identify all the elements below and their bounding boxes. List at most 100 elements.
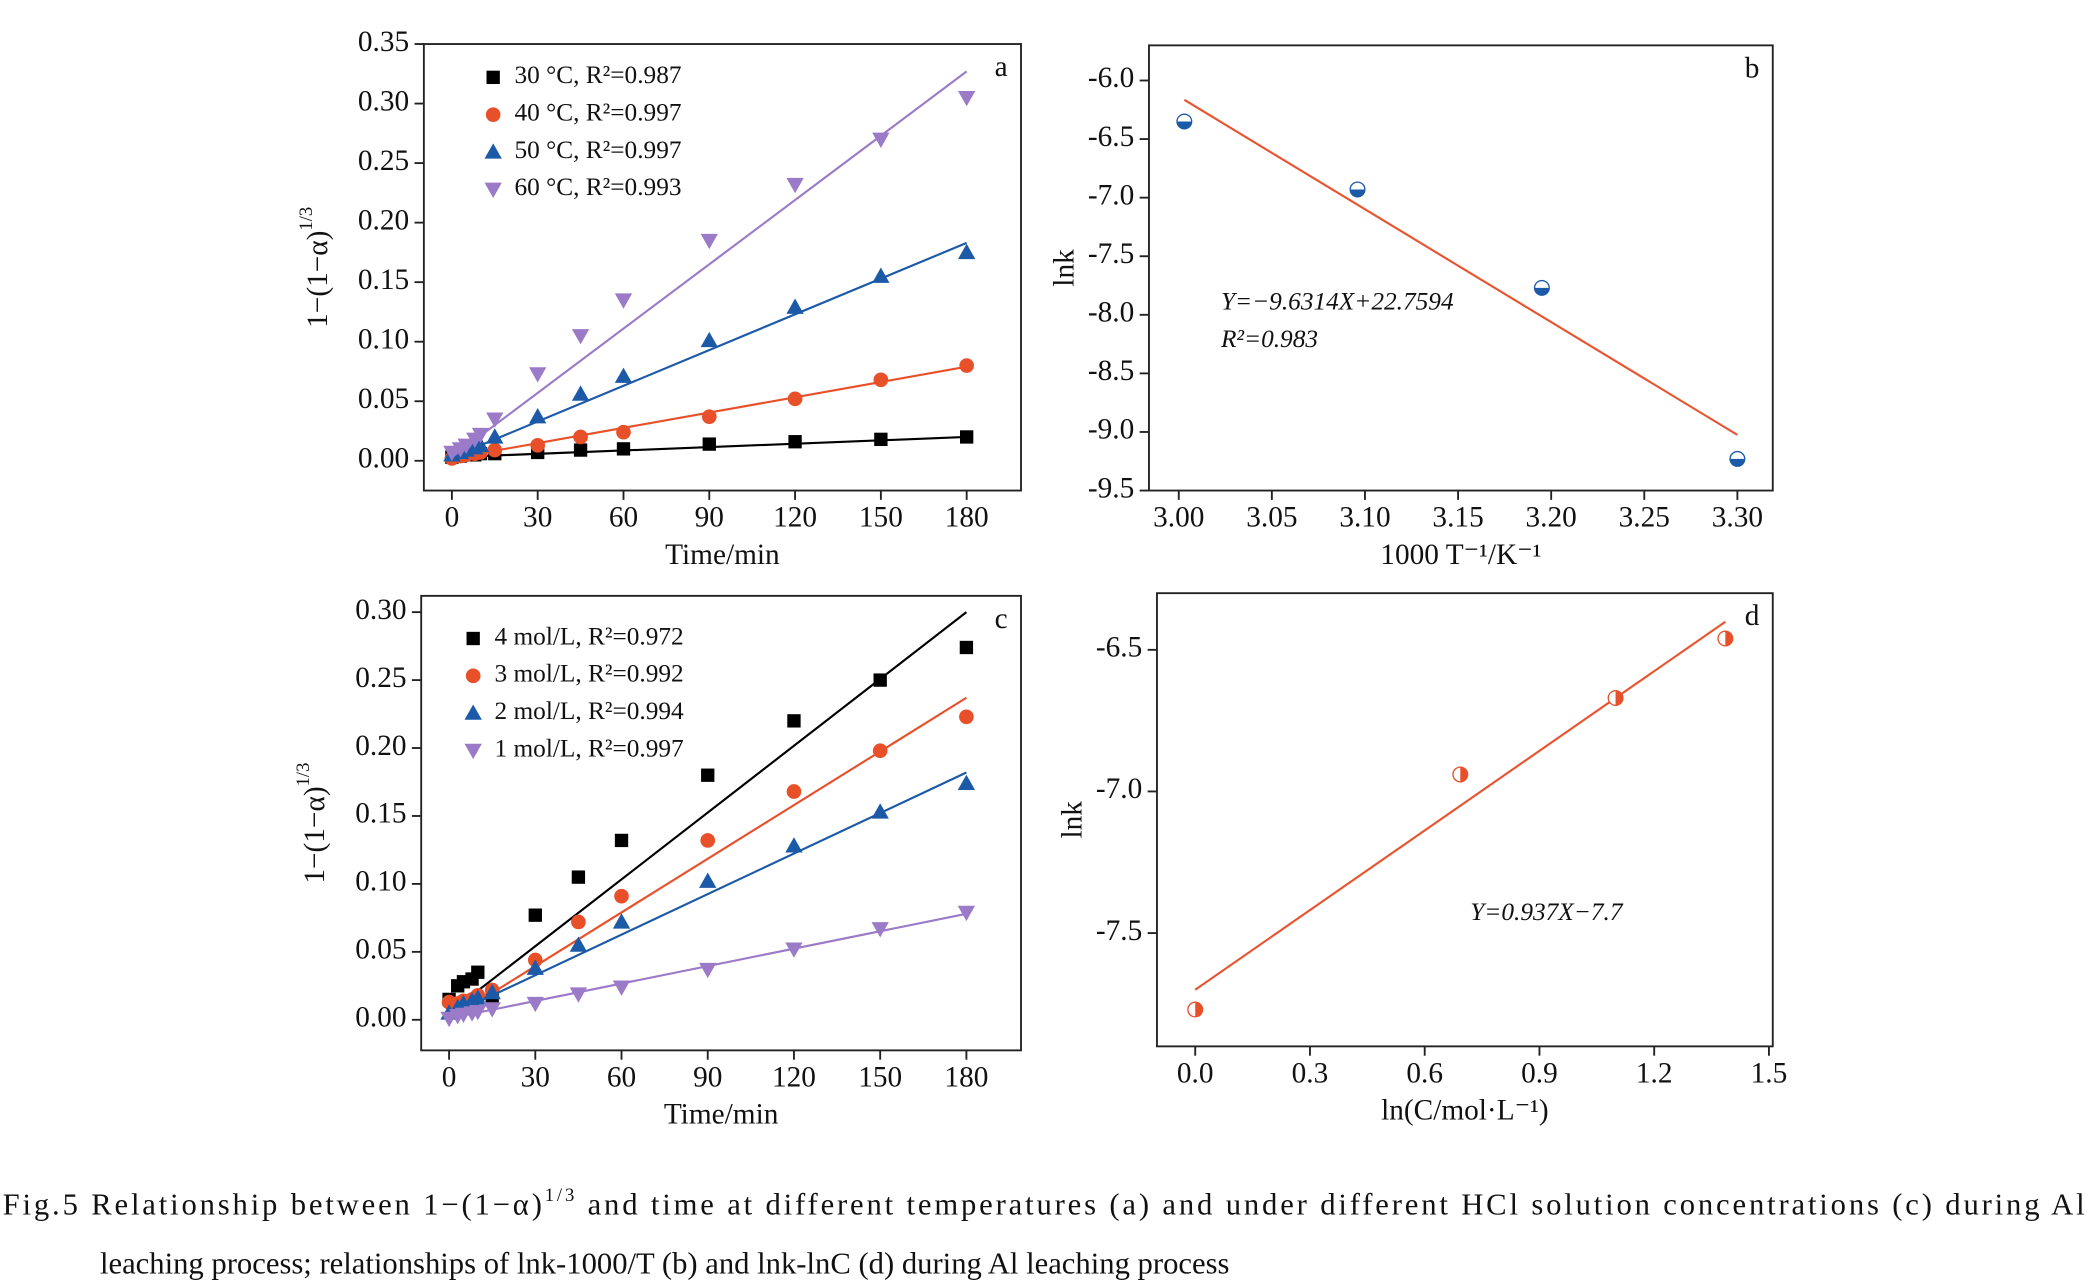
data-point — [483, 983, 501, 1000]
x-tick-label: 3.00 — [1153, 502, 1204, 534]
caption-text: and time at different temperatures (a) a… — [577, 1188, 2085, 1222]
annotation: Y=−9.6314X+22.7594 — [1221, 288, 1454, 316]
legend-label: 60 °C, R²=0.993 — [515, 173, 682, 201]
data-point — [483, 1002, 501, 1018]
legend-marker — [465, 668, 481, 684]
y-axis-label-sup: 1/3 — [296, 207, 317, 231]
data-point — [786, 177, 804, 194]
x-tick-label: 120 — [773, 502, 817, 534]
data-point — [787, 714, 801, 728]
data-point — [958, 243, 976, 260]
y-tick-label: 0.25 — [358, 145, 409, 177]
data-point — [612, 980, 631, 996]
data-point — [471, 965, 485, 979]
x-tick-label: 60 — [607, 1061, 636, 1093]
data-point — [529, 367, 547, 383]
caption-line: leaching process; relationships of lnk-1… — [100, 1246, 1229, 1280]
legend-label: 40 °C, R²=0.997 — [515, 98, 682, 126]
x-axis-label: Time/min — [665, 539, 780, 571]
fit-line — [451, 241, 968, 459]
legend-marker — [466, 631, 480, 646]
data-point — [614, 367, 633, 383]
data-point — [959, 640, 974, 655]
x-tick-label: 150 — [859, 502, 903, 534]
x-tick-label: 150 — [858, 1061, 902, 1093]
data-point — [486, 412, 504, 428]
y-axis-label: 1−(1−α)1/3 — [294, 763, 331, 884]
data-point — [612, 913, 631, 929]
y-axis-label: lnk — [1048, 249, 1080, 287]
y-tick-label: 0.35 — [358, 26, 409, 58]
marker-half — [1195, 1002, 1203, 1017]
plot-frame — [1156, 592, 1774, 1048]
data-point — [616, 442, 631, 456]
data-point — [486, 428, 504, 444]
marker-half — [1177, 121, 1192, 129]
legend-label: 50 °C, R²=0.997 — [515, 136, 682, 164]
data-point — [487, 442, 503, 458]
x-tick-label: 3.20 — [1526, 502, 1577, 534]
data-point — [700, 331, 718, 348]
y-tick-label: 0.10 — [355, 866, 406, 898]
legend-marker — [464, 704, 482, 720]
legend-marker — [484, 182, 502, 198]
x-axis-label: ln(C/mol·L⁻¹) — [1381, 1095, 1549, 1127]
data-point — [957, 905, 976, 922]
plot-frame — [422, 43, 1022, 492]
x-tick-label: 0.3 — [1292, 1057, 1329, 1089]
y-tick-label: -6.5 — [1088, 121, 1134, 153]
x-tick-label: 30 — [521, 1061, 550, 1093]
data-point — [786, 298, 804, 314]
data-point — [571, 329, 590, 345]
data-point — [471, 436, 490, 452]
y-tick-label: 0.20 — [355, 730, 406, 762]
data-point — [874, 432, 888, 447]
fit-line — [448, 771, 967, 1017]
data-point — [526, 996, 544, 1013]
plot-frame — [420, 594, 1022, 1052]
data-point — [569, 987, 588, 1003]
x-tick-label: 3.10 — [1339, 502, 1390, 534]
x-tick-label: 60 — [609, 502, 638, 534]
marker-half — [1350, 189, 1365, 197]
data-point — [871, 922, 889, 938]
data-point — [526, 959, 544, 975]
data-point — [569, 936, 588, 952]
caption-text: Fig.5 Relationship between 1−(1−α) — [3, 1188, 542, 1222]
panel-label: d — [1745, 600, 1760, 632]
data-point — [457, 438, 475, 454]
data-point — [571, 914, 586, 930]
x-tick-label: 3.30 — [1712, 502, 1763, 534]
x-tick-label: 120 — [772, 1061, 816, 1093]
data-point — [469, 989, 487, 1005]
y-tick-label: -7.5 — [1088, 238, 1134, 270]
y-tick-label: -8.0 — [1088, 297, 1134, 329]
data-point — [1729, 450, 1746, 467]
data-point — [960, 430, 974, 444]
x-tick-label: 0.6 — [1406, 1057, 1443, 1089]
y-tick-label: 0.15 — [355, 798, 406, 830]
data-point — [786, 784, 802, 799]
data-point — [785, 837, 803, 853]
x-tick-label: 1.5 — [1751, 1057, 1788, 1089]
y-tick-label: 0.20 — [358, 204, 409, 236]
data-point — [471, 427, 490, 444]
y-tick-label: -7.5 — [1096, 915, 1142, 947]
data-point — [701, 409, 717, 425]
x-tick-label: 90 — [695, 502, 724, 534]
fit-line — [451, 70, 968, 459]
x-tick-label: 3.15 — [1432, 502, 1483, 534]
legend-label: 3 mol/L, R²=0.992 — [495, 660, 684, 688]
data-point — [787, 391, 803, 407]
data-point — [529, 408, 547, 424]
x-tick-label: 3.25 — [1619, 502, 1670, 534]
fit-line — [1194, 620, 1726, 991]
x-tick-label: 0 — [445, 502, 460, 534]
data-point — [871, 803, 889, 819]
y-tick-label: 0.05 — [355, 934, 406, 966]
y-tick-label: 0.05 — [358, 383, 409, 415]
data-point — [1533, 279, 1550, 296]
data-point — [1717, 630, 1734, 647]
y-axis-label-text: 1−(1−α) — [299, 786, 331, 883]
y-tick-label: -7.0 — [1088, 179, 1134, 211]
